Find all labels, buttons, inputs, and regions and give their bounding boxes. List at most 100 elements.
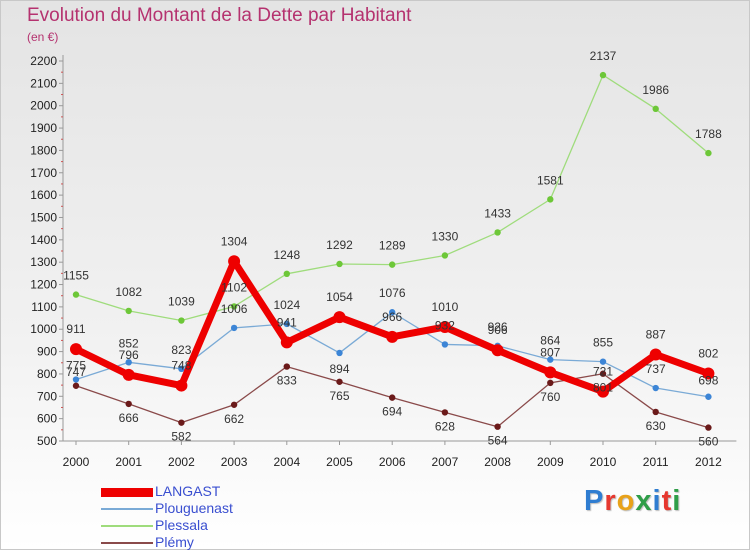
data-point-langast [438,321,451,333]
legend-item-plouguenast: Plouguenast [101,500,341,518]
data-point-plessala [283,270,290,277]
data-label-plouguenast: 932 [435,318,455,332]
data-point-plemy [283,363,290,370]
y-tick-label: 700 [37,389,57,403]
x-tick-label: 2002 [168,455,195,469]
data-point-plessala [705,149,712,157]
data-point-plessala [652,105,659,113]
data-label-plouguenast: 698 [698,374,718,388]
data-label-langast: 887 [646,327,666,341]
logo-letter: o [616,485,636,517]
data-label-plessala: 1581 [537,173,564,187]
data-label-plessala: 1289 [379,239,406,253]
y-tick-label: 1000 [30,322,57,336]
data-point-plouguenast [705,393,712,400]
data-label-plemy: 765 [329,389,349,403]
data-label-plemy: 747 [66,365,86,379]
data-label-plessala: 1155 [63,269,89,283]
data-point-plouguenast [599,358,607,365]
data-point-plouguenast [230,324,238,332]
data-point-plessala [72,291,80,298]
data-label-langast: 1010 [432,300,459,314]
data-label-langast: 966 [382,310,402,324]
data-point-plessala [547,196,554,203]
data-label-plessala: 1082 [115,285,142,299]
data-point-plouguenast [125,359,132,366]
data-point-plessala [125,307,132,315]
data-point-langast [280,336,293,349]
x-tick-label: 2001 [115,455,142,469]
data-label-langast: 807 [540,345,560,359]
data-label-plouguenast: 775 [66,359,86,373]
y-tick-label: 2200 [30,54,57,68]
data-label-plessala: 1330 [432,229,459,243]
y-tick-label: 500 [37,434,57,448]
logo-letter: P [584,485,605,517]
data-point-plouguenast [547,356,554,363]
data-label-plouguenast: 926 [488,320,508,334]
data-point-plessala [494,229,501,236]
x-tick-label: 2000 [63,455,90,469]
data-point-plemy [494,423,501,430]
data-label-langast: 941 [277,315,297,329]
data-label-plemy: 694 [382,405,402,419]
series-line-plessala [75,74,710,322]
data-point-plemy [389,394,396,401]
data-point-langast [544,366,557,379]
data-label-plouguenast: 1006 [221,302,248,316]
data-point-plouguenast [652,384,659,392]
data-point-plemy [125,400,132,408]
y-tick-label: 1400 [30,233,57,247]
data-point-plouguenast [178,365,185,372]
data-point-plemy [178,419,185,426]
legend-swatch [101,487,153,497]
data-label-plouguenast: 823 [171,343,191,357]
data-label-plemy: 628 [435,419,455,433]
data-label-plemy: 582 [171,430,191,444]
data-label-plemy: 662 [224,412,244,426]
data-point-plessala [336,260,343,268]
data-point-langast [333,311,346,324]
data-label-langast: 1054 [326,290,353,304]
data-label-plessala: 1433 [484,206,511,220]
logo-letter: t [661,485,673,517]
data-label-plessala: 1788 [695,127,722,141]
legend-item-langast: LANGAST [101,483,341,501]
data-label-plouguenast: 864 [540,334,560,348]
x-tick-label: 2005 [326,455,353,469]
data-label-plessala: 1102 [221,280,247,294]
data-label-plemy: 833 [277,374,297,388]
data-point-langast [228,255,241,268]
data-label-plouguenast: 894 [329,362,349,376]
data-label-plouguenast: 1076 [379,286,406,300]
x-tick-label: 2009 [537,455,564,469]
data-label-plouguenast: 852 [119,336,139,350]
data-point-plemy [72,382,80,389]
data-point-plouguenast [441,341,449,348]
data-label-plessala: 2137 [590,49,617,63]
data-label-plessala: 1292 [326,238,353,252]
data-point-plemy [336,378,343,385]
data-point-plemy [652,408,659,416]
data-label-plemy: 760 [540,390,560,404]
data-label-plessala: 1248 [273,248,300,262]
y-tick-label: 1800 [30,143,57,157]
chart-subtitle: (en €) [27,30,59,44]
data-point-plouguenast [389,309,396,316]
y-tick-label: 2100 [30,76,57,90]
y-tick-label: 1300 [30,255,57,269]
data-label-plemy: 630 [646,419,666,433]
data-label-langast: 796 [119,348,139,362]
data-label-plessala: 1039 [168,295,195,309]
x-tick-label: 2003 [221,455,248,469]
data-point-langast [122,368,135,381]
data-label-plemy: 666 [119,411,139,425]
data-label-plouguenast: 1024 [273,298,300,312]
data-point-plouguenast [336,349,343,357]
x-tick-label: 2008 [484,455,511,469]
legend-swatch [101,525,153,527]
y-tick-label: 2000 [30,99,57,113]
y-tick-label: 1100 [31,300,57,314]
data-point-plessala [389,261,396,268]
